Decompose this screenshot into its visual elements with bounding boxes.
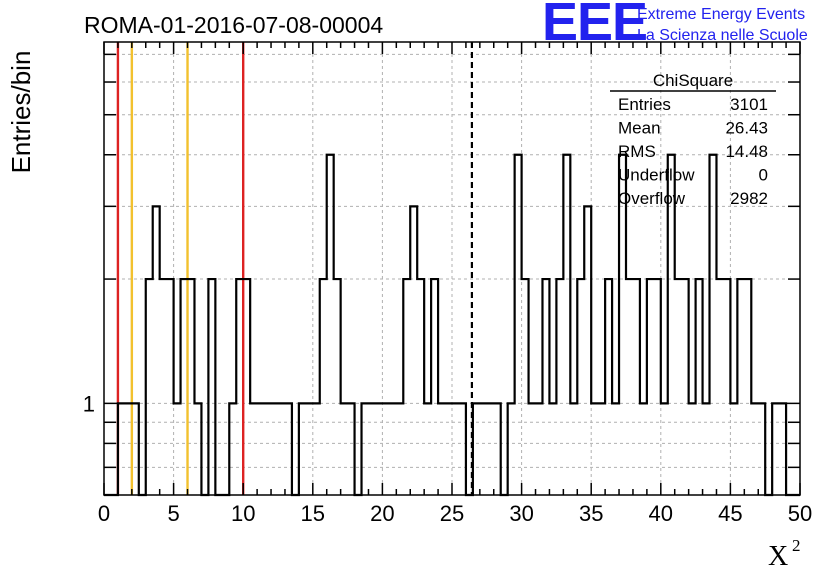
grid xyxy=(104,42,800,495)
stats-row-label: Underflow xyxy=(618,166,695,185)
eee-logo-line2: La Scienza nelle Scuole xyxy=(637,27,808,44)
stats-row-value: 0 xyxy=(759,166,768,185)
stats-row-label: RMS xyxy=(618,142,656,161)
eee-logo-line1: Extreme Energy Events xyxy=(637,6,805,23)
x-tick-label: 0 xyxy=(98,501,110,526)
eee-logo-text: EEE xyxy=(542,0,647,52)
y-axis-label: Entries/bin xyxy=(6,51,36,174)
stats-row-value: 2982 xyxy=(730,189,768,208)
x-tick-label: 35 xyxy=(579,501,603,526)
x-tick-label: 15 xyxy=(301,501,325,526)
x-tick-label: 50 xyxy=(788,501,812,526)
chart-title: ROMA-01-2016-07-08-00004 xyxy=(84,12,383,38)
x-axis-label: X 2 xyxy=(768,536,801,572)
stats-row-label: Overflow xyxy=(618,189,686,208)
x-tick-label: 30 xyxy=(509,501,533,526)
stats-box: ChiSquare Entries 3101 Mean 26.43 RMS 14.48 Un… xyxy=(610,71,776,208)
stats-row-value: 3101 xyxy=(730,95,768,114)
marker-lines xyxy=(116,42,474,495)
stats-row-label: Mean xyxy=(618,119,661,138)
stats-row-label: Entries xyxy=(618,95,671,114)
x-axis-label-superscript: 2 xyxy=(792,536,801,555)
stats-row-value: 26.43 xyxy=(725,119,768,138)
stats-row-value: 14.48 xyxy=(725,142,768,161)
x-tick-label: 45 xyxy=(718,501,742,526)
x-tick-label: 20 xyxy=(370,501,394,526)
x-tick-label: 40 xyxy=(649,501,673,526)
x-axis-label-base: X xyxy=(768,541,788,572)
y-tick-label: 1 xyxy=(83,391,95,416)
eee-logo: EEE Extreme Energy Events La Scienza nel… xyxy=(542,0,808,52)
x-tick-label: 10 xyxy=(231,501,255,526)
x-tick-label: 25 xyxy=(440,501,464,526)
x-tick-label: 5 xyxy=(167,501,179,526)
axis-ticks: 0 5 10 15 20 25 30 35 40 45 50 1 xyxy=(83,42,812,526)
stats-box-rows: Entries 3101 Mean 26.43 RMS 14.48 Underflow 0 Ov… xyxy=(618,95,768,208)
stats-box-title: ChiSquare xyxy=(653,71,733,90)
